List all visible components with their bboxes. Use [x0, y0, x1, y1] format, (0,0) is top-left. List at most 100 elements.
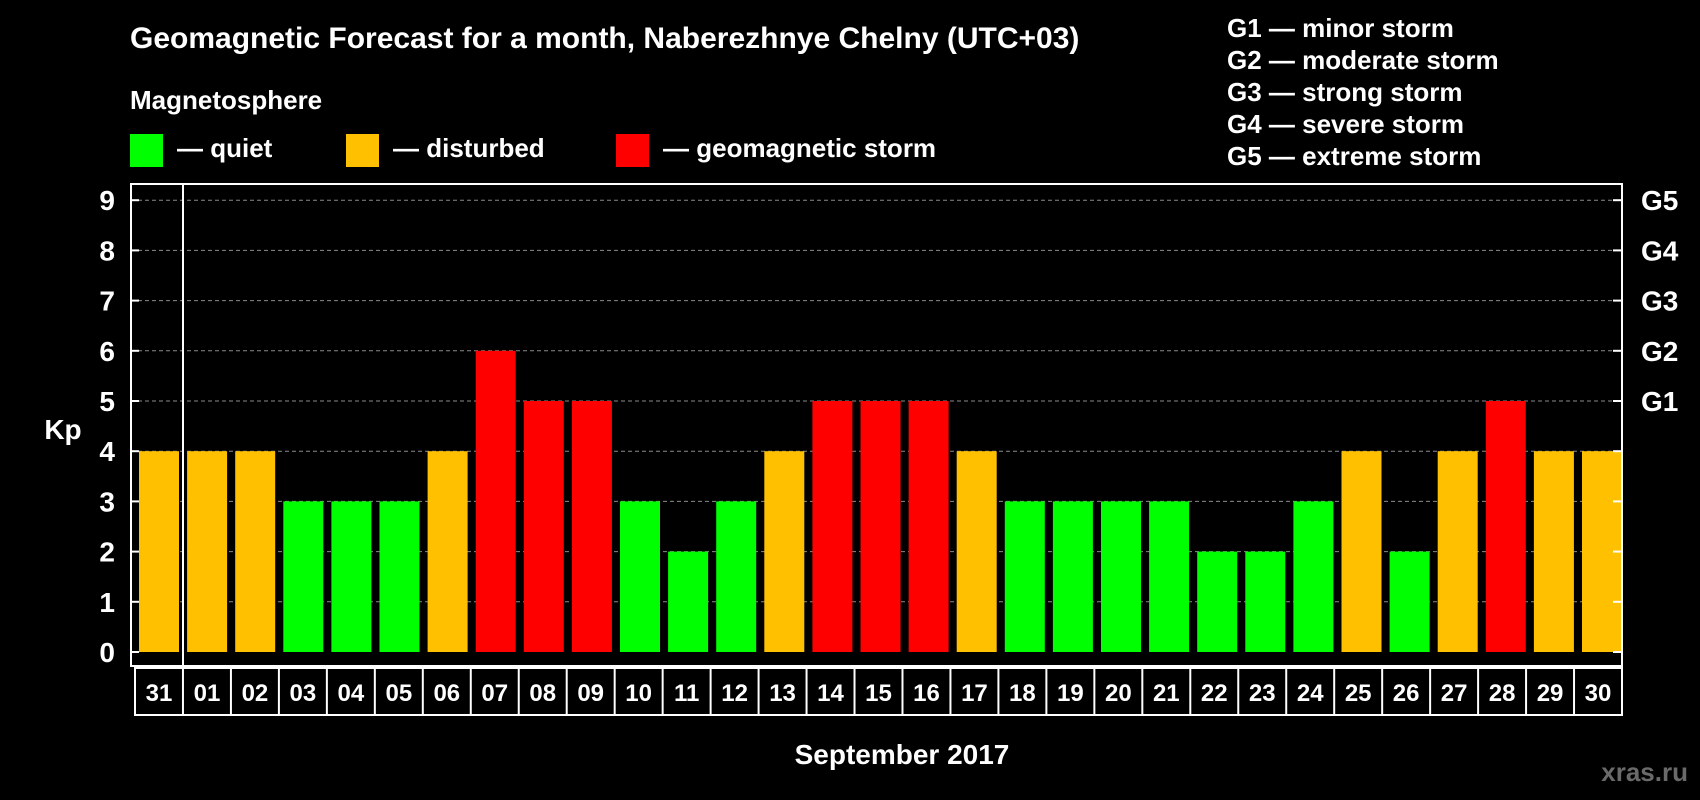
bar-11 — [668, 551, 709, 652]
x-tick-06: 06 — [433, 680, 460, 707]
storm-axis: G1 G2 G3 G4 G5 — [1613, 185, 1679, 653]
x-tick-14: 14 — [817, 680, 844, 707]
x-tick-11: 11 — [674, 680, 699, 707]
bar-27 — [1437, 451, 1478, 652]
x-tick-16: 16 — [913, 680, 940, 707]
x-tick-12: 12 — [721, 680, 748, 707]
bar-25 — [1341, 451, 1382, 652]
x-tick-08: 08 — [529, 680, 556, 707]
bar-15 — [860, 401, 901, 652]
bar-06 — [427, 451, 468, 652]
x-tick-29: 29 — [1537, 680, 1564, 707]
legend-swatch-2 — [616, 134, 649, 167]
x-tick-03: 03 — [290, 680, 317, 707]
bar-12 — [716, 501, 757, 652]
storm-level-G1: G1 — [1641, 386, 1678, 417]
y-tick-2: 2 — [99, 537, 115, 568]
storm-scale-item-3: G4 — severe storm — [1227, 109, 1464, 139]
y-axis-label: Kp — [44, 414, 81, 445]
day-strip — [134, 667, 1623, 716]
bar-19 — [1052, 501, 1093, 652]
x-tick-24: 24 — [1297, 680, 1324, 707]
x-tick-23: 23 — [1249, 680, 1276, 707]
storm-scale-item-2: G3 — strong storm — [1227, 77, 1462, 107]
storm-level-G3: G3 — [1641, 286, 1678, 317]
x-tick-20: 20 — [1105, 680, 1132, 707]
x-tick-25: 25 — [1345, 680, 1372, 707]
x-tick-01: 01 — [194, 680, 221, 707]
x-tick-17: 17 — [961, 680, 988, 707]
bar-18 — [1004, 501, 1045, 652]
bar-21 — [1149, 501, 1190, 652]
storm-level-G4: G4 — [1641, 235, 1679, 266]
y-tick-3: 3 — [99, 486, 115, 517]
x-tick-28: 28 — [1489, 680, 1516, 707]
storm-scale-item-4: G5 — extreme storm — [1227, 141, 1481, 171]
x-tick-04: 04 — [338, 680, 365, 707]
legend: — quiet — disturbed — geomagnetic storm — [130, 133, 936, 167]
bar-04 — [331, 501, 372, 652]
y-tick-6: 6 — [99, 336, 115, 367]
bar-09 — [571, 401, 612, 652]
bar-17 — [956, 451, 997, 652]
bar-01 — [187, 451, 228, 652]
storm-scale-item-1: G2 — moderate storm — [1227, 45, 1499, 75]
x-tick-31: 31 — [146, 680, 173, 707]
legend-swatch-0 — [130, 134, 163, 167]
x-tick-26: 26 — [1393, 680, 1420, 707]
x-tick-15: 15 — [865, 680, 892, 707]
bar-08 — [523, 401, 564, 652]
bar-24 — [1293, 501, 1334, 652]
x-tick-19: 19 — [1057, 680, 1084, 707]
bar-05 — [379, 501, 420, 652]
x-tick-09: 09 — [577, 680, 604, 707]
bar-29 — [1533, 451, 1574, 652]
y-tick-1: 1 — [99, 587, 115, 618]
x-axis-label: September 2017 — [795, 739, 1010, 770]
x-tick-02: 02 — [242, 680, 269, 707]
chart-title: Geomagnetic Forecast for a month, Nabere… — [130, 22, 1079, 55]
y-tick-5: 5 — [99, 386, 115, 417]
storm-level-G2: G2 — [1641, 336, 1678, 367]
bar-10 — [620, 501, 660, 652]
y-tick-8: 8 — [99, 235, 115, 266]
bar-20 — [1101, 501, 1141, 652]
legend-heading: Magnetosphere — [130, 85, 322, 115]
bar-07 — [475, 350, 516, 652]
bar-31 — [139, 451, 179, 652]
y-tick-0: 0 — [99, 637, 115, 668]
watermark: xras.ru — [1601, 757, 1688, 787]
legend-label-1: — disturbed — [393, 133, 545, 163]
bar-26 — [1389, 551, 1430, 652]
x-tick-27: 27 — [1441, 680, 1468, 707]
x-axis: 31 01 02 03 04 05 06 07 08 09 10 11 12 13 14 15 16 17 18 19… — [134, 667, 1623, 716]
plot-frame — [130, 183, 1623, 667]
bar-22 — [1197, 551, 1238, 652]
bars — [139, 184, 1622, 666]
x-tick-13: 13 — [769, 680, 796, 707]
y-tick-7: 7 — [99, 286, 115, 317]
bar-16 — [908, 401, 949, 652]
x-tick-21: 21 — [1153, 680, 1180, 707]
bar-28 — [1485, 401, 1526, 652]
y-axis: 0 1 2 3 4 5 6 7 8 9 — [99, 185, 139, 668]
bar-03 — [283, 501, 324, 652]
legend-label-2: — geomagnetic storm — [663, 133, 936, 163]
y-tick-9: 9 — [99, 185, 115, 216]
x-tick-18: 18 — [1009, 680, 1036, 707]
x-tick-30: 30 — [1585, 680, 1612, 707]
bar-02 — [235, 451, 276, 652]
storm-level-G5: G5 — [1641, 185, 1678, 216]
y-tick-4: 4 — [99, 436, 115, 467]
x-tick-05: 05 — [385, 680, 412, 707]
bar-13 — [764, 451, 805, 652]
legend-label-0: — quiet — [177, 133, 273, 163]
bar-14 — [812, 401, 853, 652]
x-tick-07: 07 — [481, 680, 508, 707]
storm-scale-item-0: G1 — minor storm — [1227, 13, 1454, 43]
bar-23 — [1245, 551, 1286, 652]
x-tick-22: 22 — [1201, 680, 1228, 707]
legend-swatch-1 — [346, 134, 379, 167]
